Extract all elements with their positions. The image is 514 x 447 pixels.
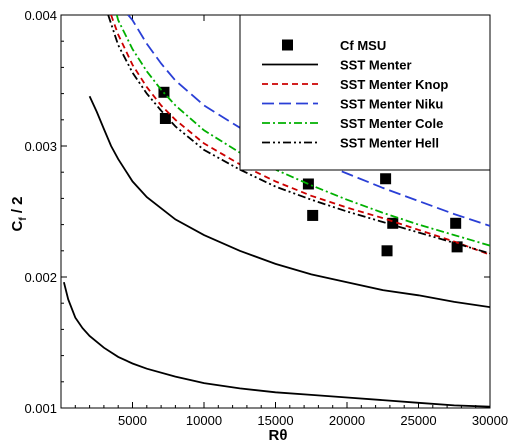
legend-marker [282, 39, 293, 51]
series-line-1 [88, 95, 490, 308]
y-axis-title-sub: f [18, 217, 29, 221]
legend: Cf MSU SST Menter SST Menter Knop SST Mente… [239, 14, 491, 171]
data-point-marker [387, 217, 399, 229]
x-tick-label: 30000 [472, 413, 508, 428]
data-point-marker [381, 245, 393, 257]
legend-label: SST Menter Cole [340, 116, 443, 131]
legend-label: SST Menter Niku [340, 97, 443, 112]
x-tick-label: 5000 [118, 413, 147, 428]
x-axis-title: Rθ [269, 427, 288, 444]
y-tick-label: 0.003 [24, 139, 57, 154]
x-tick-label: 20000 [329, 413, 365, 428]
y-tick-label: 0.004 [24, 8, 57, 23]
y-axis-title-suffix: / 2 [9, 196, 26, 217]
legend-label: SST Menter Hell [340, 136, 439, 151]
legend-label: SST Menter [340, 58, 412, 73]
y-axis-title-main: C [9, 221, 26, 232]
data-point-marker [302, 178, 314, 190]
y-axis-title: Cf / 2 [9, 196, 29, 231]
legend-box [239, 14, 491, 171]
data-point-marker [159, 112, 171, 124]
data-point-marker [380, 173, 392, 185]
data-point-marker [450, 217, 462, 229]
x-tick-label: 25000 [400, 413, 436, 428]
y-tick-label: 0.002 [24, 270, 57, 285]
y-tick-label: 0.001 [24, 401, 57, 416]
data-point-marker [451, 241, 463, 253]
x-tick-label: 15000 [257, 413, 293, 428]
data-point-marker [307, 209, 319, 221]
axis-ticks: 5000 10000 15000 20000 25000 30000 0.001 0.002 0… [24, 8, 508, 428]
legend-label: Cf MSU [340, 38, 386, 53]
x-tick-label: 10000 [186, 413, 222, 428]
legend-label: SST Menter Knop [340, 77, 448, 92]
series-line-2 [63, 281, 490, 408]
